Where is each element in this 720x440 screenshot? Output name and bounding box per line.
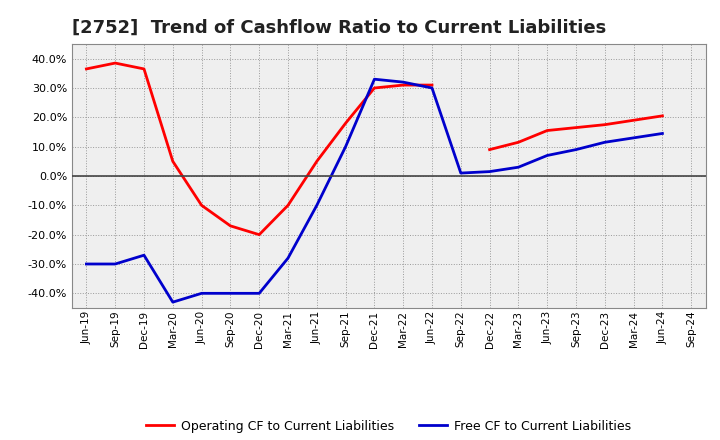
Free CF to Current Liabilities — [572, 147, 580, 152]
Text: [2752]  Trend of Cashflow Ratio to Current Liabilities: [2752] Trend of Cashflow Ratio to Curren… — [72, 19, 606, 37]
Line: Operating CF to Current Liabilities: Operating CF to Current Liabilities — [86, 63, 432, 235]
Operating CF to Current Liabilities — [399, 82, 408, 88]
Free CF to Current Liabilities — [543, 153, 552, 158]
Operating CF to Current Liabilities — [312, 159, 321, 164]
Free CF to Current Liabilities — [226, 291, 235, 296]
Free CF to Current Liabilities — [312, 203, 321, 208]
Free CF to Current Liabilities — [197, 291, 206, 296]
Free CF to Current Liabilities — [428, 85, 436, 91]
Operating CF to Current Liabilities — [168, 159, 177, 164]
Free CF to Current Liabilities — [629, 135, 638, 140]
Operating CF to Current Liabilities — [428, 82, 436, 88]
Free CF to Current Liabilities — [514, 165, 523, 170]
Free CF to Current Liabilities — [255, 291, 264, 296]
Operating CF to Current Liabilities — [370, 85, 379, 91]
Operating CF to Current Liabilities — [197, 203, 206, 208]
Free CF to Current Liabilities — [658, 131, 667, 136]
Operating CF to Current Liabilities — [284, 203, 292, 208]
Free CF to Current Liabilities — [600, 139, 609, 145]
Free CF to Current Liabilities — [111, 261, 120, 267]
Free CF to Current Liabilities — [140, 253, 148, 258]
Free CF to Current Liabilities — [456, 170, 465, 176]
Free CF to Current Liabilities — [341, 144, 350, 149]
Free CF to Current Liabilities — [399, 80, 408, 85]
Free CF to Current Liabilities — [284, 256, 292, 261]
Operating CF to Current Liabilities — [341, 121, 350, 126]
Legend: Operating CF to Current Liabilities, Free CF to Current Liabilities: Operating CF to Current Liabilities, Fre… — [141, 414, 636, 437]
Free CF to Current Liabilities — [370, 77, 379, 82]
Free CF to Current Liabilities — [82, 261, 91, 267]
Free CF to Current Liabilities — [485, 169, 494, 174]
Free CF to Current Liabilities — [168, 300, 177, 305]
Operating CF to Current Liabilities — [82, 66, 91, 72]
Operating CF to Current Liabilities — [140, 66, 148, 72]
Operating CF to Current Liabilities — [226, 223, 235, 228]
Line: Free CF to Current Liabilities: Free CF to Current Liabilities — [86, 79, 662, 302]
Operating CF to Current Liabilities — [255, 232, 264, 237]
Operating CF to Current Liabilities — [111, 60, 120, 66]
